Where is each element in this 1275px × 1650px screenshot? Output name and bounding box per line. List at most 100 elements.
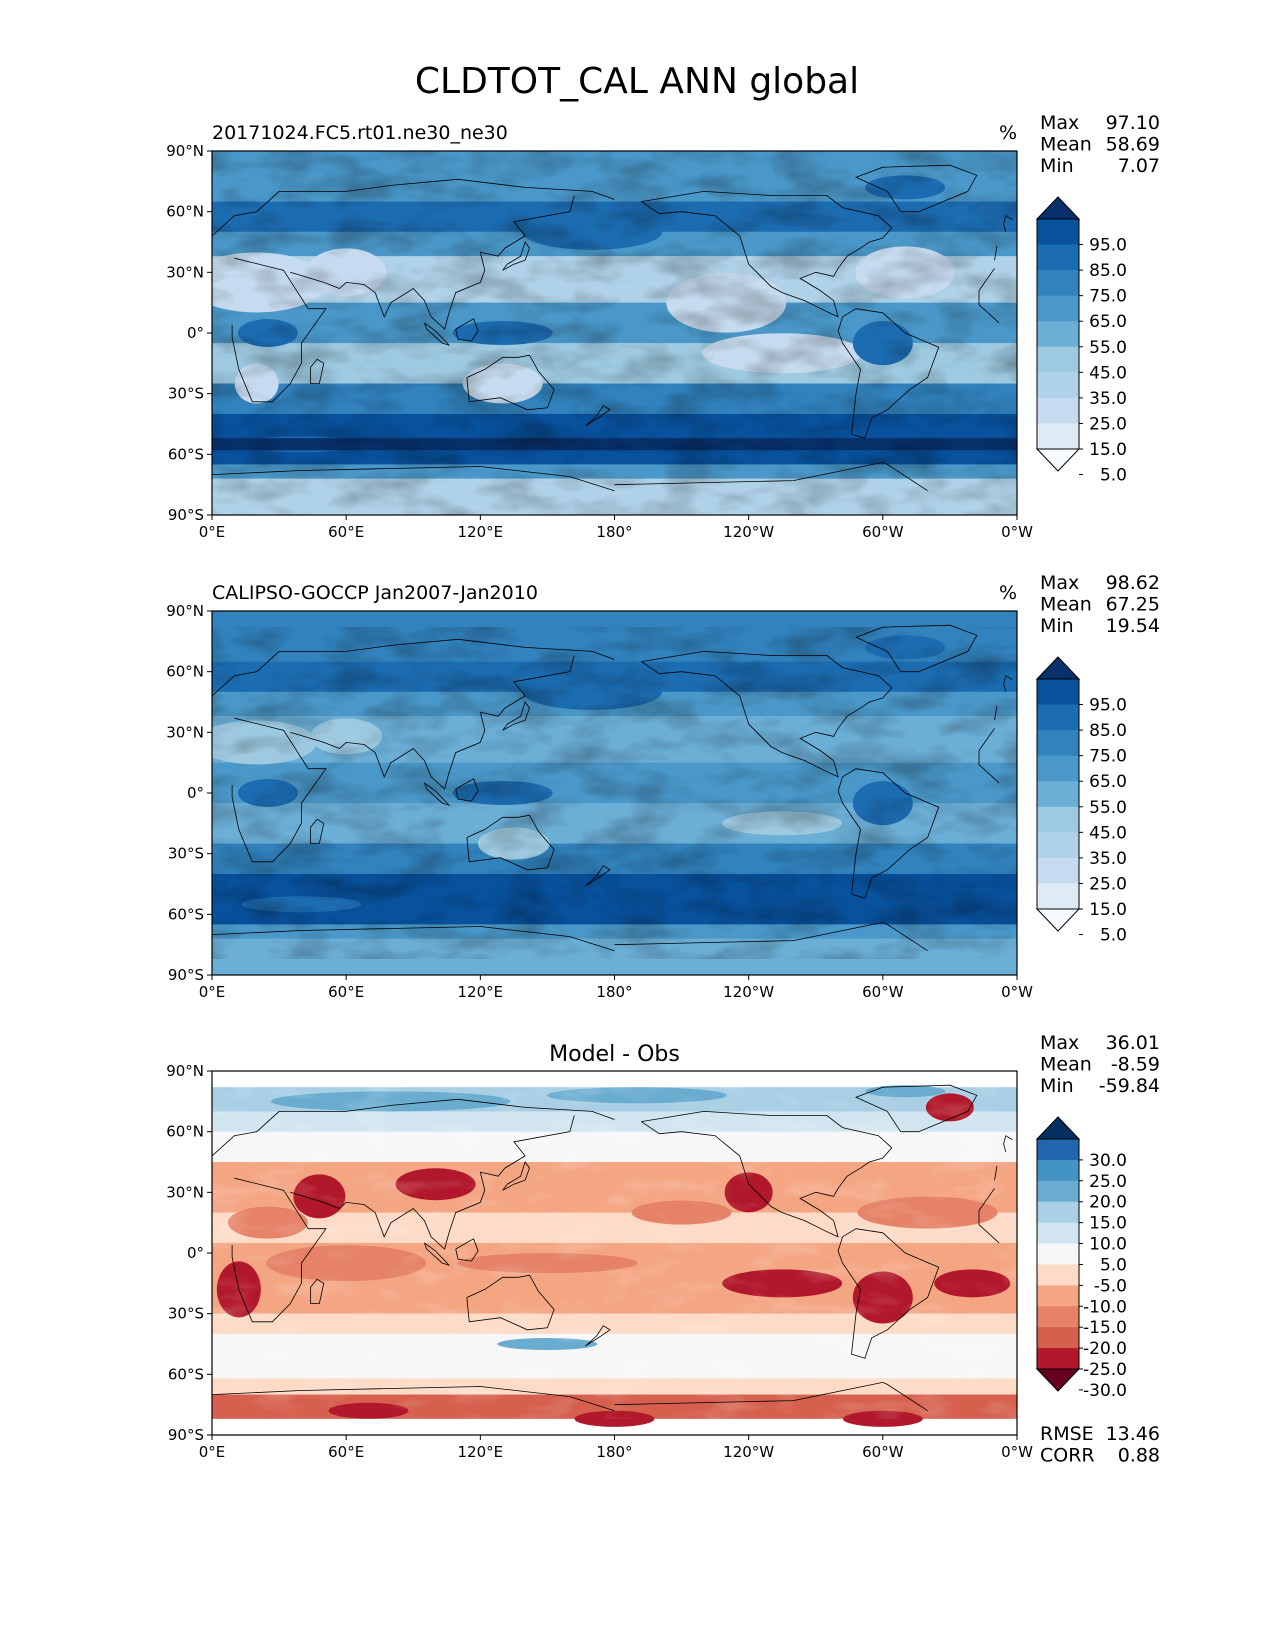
colorbar-tick-label: 65.0 (1089, 312, 1127, 332)
x-tick-label: 60°W (862, 983, 904, 1001)
colorbar-segment (1037, 270, 1079, 297)
panel-2: CALIPSO-GOCCP Jan2007-Jan2010% Max 98.62 Me… (166, 572, 1160, 1001)
coastline (466, 354, 555, 411)
coastline (837, 308, 940, 439)
colorbar-tick-label: 15.0 (1089, 440, 1127, 460)
panel-title: CALIPSO-GOCCP Jan2007-Jan2010 (212, 582, 538, 604)
units-label: % (999, 122, 1017, 144)
colorbar-segment (1037, 1243, 1079, 1265)
colorbar-segment (1037, 219, 1079, 246)
x-tick-label: 180° (596, 1443, 632, 1461)
x-tick-label: 120°W (723, 983, 774, 1001)
colorbar-tick-label: -10.0 (1083, 1297, 1127, 1317)
colorbar-segment (1037, 346, 1079, 373)
colorbar-tick-label: -30.0 (1083, 1381, 1127, 1401)
colorbar-tick-label: 85.0 (1089, 261, 1127, 281)
colorbar-segment (1037, 857, 1079, 884)
coastline (1003, 215, 1013, 233)
stat-value: 98.62 (1106, 572, 1160, 594)
colorbar-tick-label: 85.0 (1089, 721, 1127, 741)
x-tick-label: 120°E (458, 523, 504, 541)
coastline (854, 1084, 978, 1133)
coastline (502, 1161, 530, 1191)
stat-label: Max (1040, 572, 1079, 594)
texture (212, 151, 1017, 515)
y-tick-label: 60°N (166, 663, 204, 681)
x-tick-label: 180° (596, 523, 632, 541)
colorbar-segment (1037, 1348, 1079, 1370)
colorbar-segment (1037, 244, 1079, 271)
coastline (424, 1242, 451, 1266)
stat-label: Max (1040, 112, 1079, 134)
colorbar-segment (1037, 397, 1079, 424)
panel-title: Model - Obs (549, 1042, 680, 1067)
y-tick-label: 90°S (168, 966, 204, 984)
colorbar-segment (1037, 755, 1079, 782)
coastline (310, 1278, 325, 1304)
coastline (854, 164, 978, 213)
x-tick-label: 60°E (328, 983, 364, 1001)
y-tick-label: 0° (187, 784, 204, 802)
y-tick-label: 30°N (166, 723, 204, 741)
colorbar-tick-label: 45.0 (1089, 823, 1127, 843)
colorbar-segment (1037, 883, 1079, 910)
colorbar-tick-label: 5.0 (1100, 926, 1127, 946)
colorbar-segment (1037, 1327, 1079, 1349)
stat-label: Mean (1040, 134, 1092, 156)
colorbar-segment (1037, 679, 1079, 706)
metric-label: RMSE (1040, 1423, 1094, 1445)
coastline (424, 782, 451, 806)
colorbar-tick-label: 45.0 (1089, 363, 1127, 383)
colorbar-segment (1037, 372, 1079, 399)
colorbar-tick-label: 65.0 (1089, 772, 1127, 792)
colorbar-segment (1037, 730, 1079, 757)
stat-value: 58.69 (1106, 134, 1160, 156)
coastline (231, 257, 1000, 403)
colorbar-segment (1037, 423, 1079, 450)
colorbar: 30.025.020.015.010.05.0-5.0-10.0-15.0-20… (1035, 1116, 1127, 1401)
y-tick-label: 60°N (166, 1123, 204, 1141)
coastlines (212, 164, 1013, 492)
stat-value: -59.84 (1099, 1075, 1160, 1097)
coastline (837, 1228, 940, 1359)
y-tick-label: 30°S (168, 385, 204, 403)
y-tick-label: 0° (187, 1244, 204, 1262)
colorbar-segment (1037, 1264, 1079, 1286)
coastline (290, 1115, 575, 1250)
field (212, 611, 1017, 975)
metric-value: 13.46 (1106, 1423, 1160, 1445)
x-tick-label: 0°W (1001, 523, 1033, 541)
stat-value: -8.59 (1111, 1054, 1160, 1076)
colorbar-tick-label: 95.0 (1089, 236, 1127, 256)
y-tick-label: 90°N (166, 602, 204, 620)
coastline (231, 717, 1000, 863)
y-tick-label: 90°N (166, 142, 204, 160)
coastline (502, 701, 530, 731)
y-tick-label: 0° (187, 324, 204, 342)
colorbar-tick-label: -20.0 (1083, 1339, 1127, 1359)
y-tick-label: 60°S (168, 445, 204, 463)
coastline (502, 241, 530, 271)
metric-value: 0.88 (1118, 1445, 1160, 1467)
colorbar-tick-label: 5.0 (1100, 1255, 1127, 1275)
colorbar-tick-label: 15.0 (1089, 1214, 1127, 1234)
panel-1: 20171024.FC5.rt01.ne30_ne30% Max 97.10 Mean… (166, 112, 1160, 541)
suptitle: CLDTOT_CAL ANN global (415, 61, 859, 102)
coastline (290, 655, 575, 790)
colorbar-extension-bottom (1035, 908, 1081, 932)
colorbar-tick-label: 25.0 (1089, 1172, 1127, 1192)
colorbar-segment (1037, 1306, 1079, 1328)
colorbar-frame (1036, 678, 1080, 910)
colorbar-tick-label: 15.0 (1089, 900, 1127, 920)
coastline (212, 921, 928, 952)
stat-label: Mean (1040, 1054, 1092, 1076)
x-tick-label: 60°W (862, 1443, 904, 1461)
colorbar-tick-label: 5.0 (1100, 466, 1127, 486)
stat-value: 97.10 (1106, 112, 1160, 134)
panels: 20171024.FC5.rt01.ne30_ne30% Max 97.10 Mean… (166, 112, 1160, 1467)
colorbar-tick-label: -5.0 (1094, 1276, 1127, 1296)
colorbar-segment (1037, 295, 1079, 322)
coastline (854, 624, 978, 673)
colorbar-frame (1036, 218, 1080, 450)
